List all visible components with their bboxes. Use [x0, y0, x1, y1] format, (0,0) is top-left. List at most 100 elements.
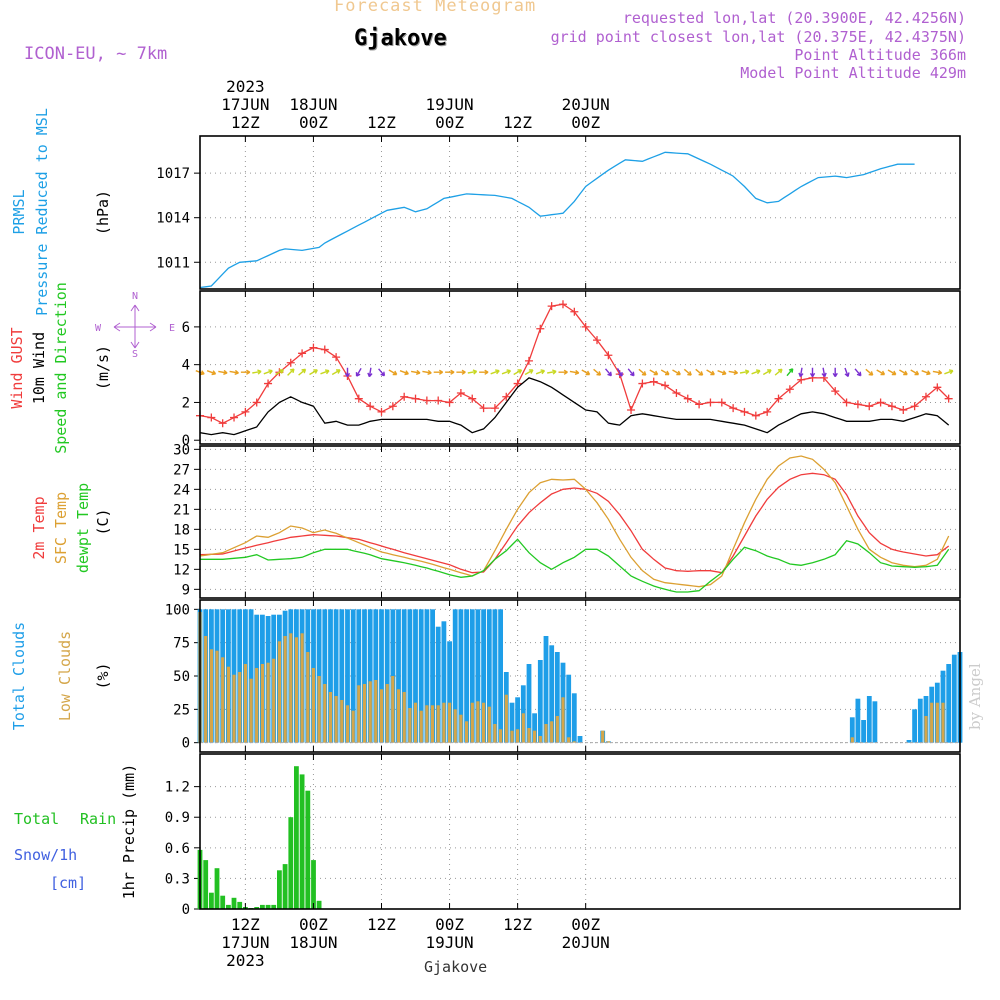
low-cloud-bar — [499, 729, 503, 743]
total-cloud-bar — [577, 736, 583, 743]
total-cloud-bar — [328, 609, 333, 743]
panel-precip: 0 0.3 0.6 0.9 1.2 1hr Precip (mm) — [120, 753, 961, 918]
bottom-axis-day: 19JUN — [425, 933, 473, 952]
series-line-sfc-temp — [199, 455, 950, 588]
total-cloud-bar — [424, 609, 430, 743]
gust-marker — [332, 353, 341, 362]
y-tick-label: 0.3 — [165, 871, 190, 887]
top-axis-hour: 12Z — [503, 113, 532, 132]
total-cloud-bar — [339, 609, 345, 743]
panel-clouds: 0 25 50 75 100 (%) — [94, 599, 963, 753]
gust-marker — [865, 402, 874, 411]
total-cloud-bar — [486, 609, 492, 743]
low-cloud-bar — [289, 633, 293, 743]
gust-marker — [286, 358, 295, 367]
gust-marker — [695, 400, 704, 409]
bottom-axis-day: 20JUN — [562, 933, 610, 952]
low-cloud-bar — [391, 676, 395, 743]
gust-marker — [853, 400, 862, 409]
low-cloud-bar — [226, 666, 230, 743]
wind-direction-arrow — [649, 369, 659, 376]
compass-south: S — [132, 349, 138, 360]
wind-direction-arrow — [240, 369, 251, 375]
pressure-label: Pressure Reduced to MSL — [33, 108, 51, 316]
wind-panel-label: Wind GUST — [8, 327, 26, 408]
wind-direction-arrow — [728, 369, 739, 376]
bottom-axis-hour: 12Z — [231, 915, 260, 934]
gust-marker — [831, 387, 840, 396]
low-cloud-bar — [459, 714, 463, 743]
low-cloud-bar — [221, 657, 225, 743]
bottom-axis-day: 17JUN — [221, 933, 269, 952]
wind-direction-arrow — [638, 368, 647, 376]
total-cloud-bar — [458, 609, 464, 743]
low-cloud-bar — [317, 676, 321, 743]
total-cloud-bar — [373, 609, 379, 743]
low-cloud-bar — [249, 678, 253, 743]
low-cloud-bar — [396, 689, 401, 743]
precip-bar — [311, 860, 316, 909]
y-tick-label: 6 — [182, 320, 190, 336]
top-axis-hour: 00Z — [299, 113, 328, 132]
low-cloud-bar — [215, 650, 219, 743]
gust-marker — [320, 345, 329, 354]
wind-direction-arrow — [593, 368, 602, 376]
point-altitude: Point Altitude 366m — [794, 46, 966, 64]
gust-marker — [672, 389, 681, 397]
wind-direction-arrow — [944, 369, 954, 375]
low-cloud-bar — [606, 741, 610, 743]
gust-marker — [649, 377, 658, 386]
wind-direction-arrow — [932, 369, 943, 376]
total-cloud-bar — [396, 609, 401, 743]
wind-direction-arrow — [378, 368, 386, 377]
wind-direction-arrow — [821, 367, 827, 378]
precip-label-snow-unit: [cm] — [50, 874, 86, 892]
top-axis-day: 17JUN — [221, 95, 269, 114]
wind-direction-arrow — [501, 369, 512, 375]
gust-marker — [763, 407, 772, 416]
panel-pressure: 1011 1014 1017 (hPa) — [94, 135, 961, 290]
series-line-dewpt-temp — [200, 538, 950, 593]
y-tick-label: 1014 — [156, 211, 190, 227]
y-tick-label: 0 — [182, 433, 190, 449]
pressure-label: PRMSL — [10, 189, 28, 234]
total-cloud-bar — [906, 740, 912, 743]
precip-bar — [237, 901, 243, 909]
low-cloud-bar — [510, 730, 514, 743]
low-cloud-bar — [550, 721, 554, 743]
total-cloud-bar — [401, 609, 407, 743]
y-tick-label: 18 — [173, 522, 190, 538]
y-tick-label: 75 — [173, 636, 190, 652]
wind-direction-arrow — [774, 368, 783, 376]
low-cloud-bar — [521, 713, 525, 743]
wind-direction-arrow — [513, 369, 523, 376]
series-line-10m-wind — [199, 377, 950, 436]
wind-direction-arrow — [456, 369, 466, 375]
low-cloud-bar — [572, 741, 576, 743]
total-cloud-bar — [532, 713, 537, 743]
bottom-axis-hour: 00Z — [435, 915, 464, 934]
low-cloud-bar — [306, 652, 310, 743]
wind-direction-arrow — [355, 367, 362, 377]
total-cloud-bar — [452, 609, 458, 743]
top-axis-hour: 00Z — [435, 113, 464, 132]
wind-direction-arrow — [660, 369, 670, 376]
gust-marker — [570, 307, 579, 316]
bottom-axis-day: 18JUN — [289, 933, 337, 952]
gust-marker — [661, 381, 670, 390]
precip-bar — [226, 904, 231, 909]
gust-marker — [422, 396, 431, 405]
wind-direction-arrow — [627, 368, 635, 377]
gust-marker — [411, 394, 420, 403]
precip-bar — [260, 904, 265, 909]
low-cloud-bar — [561, 697, 565, 743]
low-cloud-bar — [374, 680, 378, 743]
y-tick-label: 0 — [182, 736, 190, 752]
panel-unit-label: (C) — [94, 508, 112, 535]
low-cloud-bar — [238, 672, 242, 743]
low-cloud-bar — [493, 724, 497, 743]
gust-marker — [921, 392, 930, 401]
gust-marker — [797, 375, 806, 384]
wind-direction-arrow — [887, 369, 897, 376]
